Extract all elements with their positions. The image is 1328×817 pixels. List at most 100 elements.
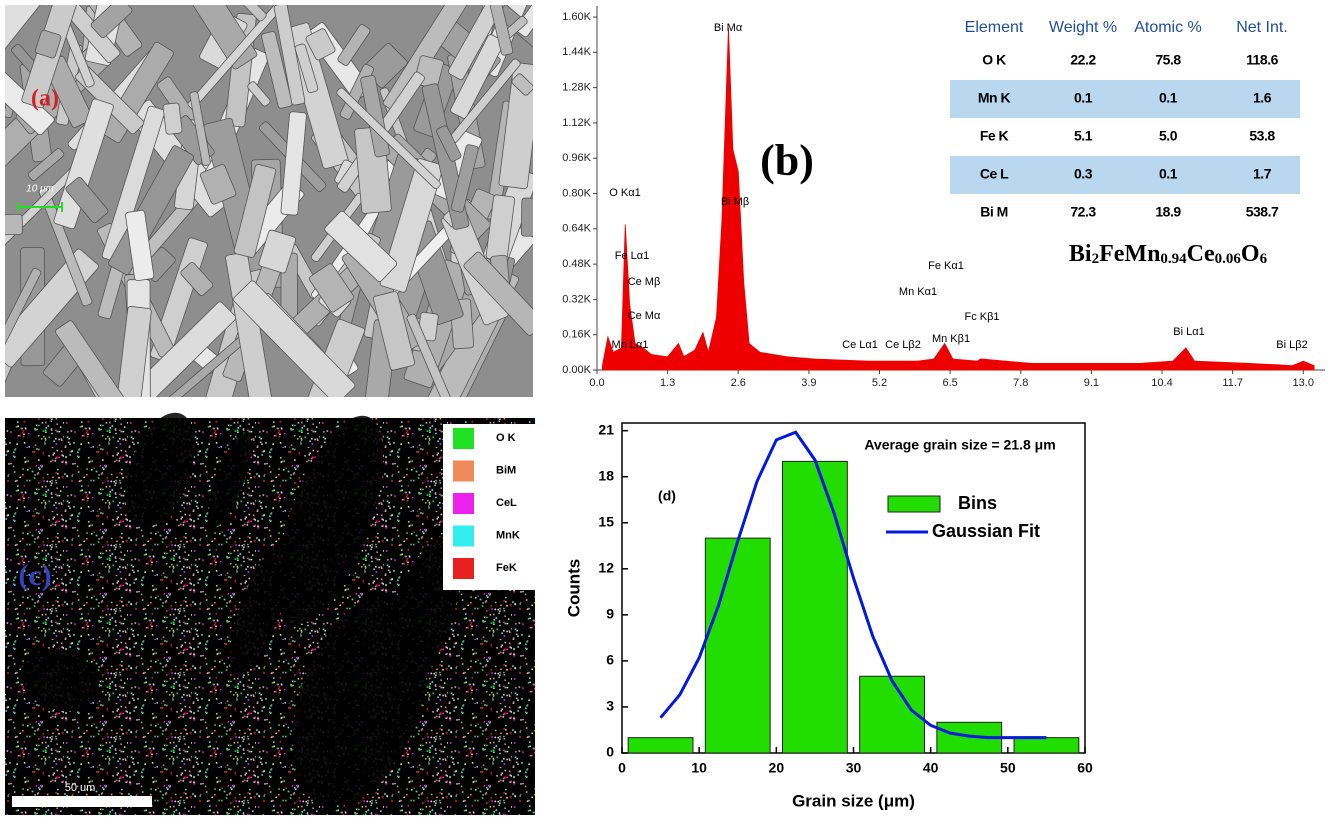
table-header: Atomic % bbox=[1134, 19, 1202, 36]
legend-label: O K bbox=[496, 432, 516, 444]
table-cell: 18.9 bbox=[1155, 204, 1181, 220]
peak-label: Mn Kβ1 bbox=[932, 333, 970, 345]
histogram-bar bbox=[705, 538, 770, 753]
formula-part: O bbox=[1241, 241, 1260, 267]
panel-label: (a) bbox=[31, 86, 59, 112]
table-cell: 118.6 bbox=[1246, 52, 1278, 68]
legend-label: CeL bbox=[496, 497, 517, 509]
sem-image bbox=[0, 0, 564, 460]
x-tick-label: 10 bbox=[691, 760, 707, 776]
panel-label: (b) bbox=[760, 136, 814, 185]
table-header: Weight % bbox=[1049, 19, 1117, 36]
x-tick-label: 40 bbox=[923, 760, 939, 776]
x-tick-label: 6.5 bbox=[942, 377, 957, 389]
peak-label: Fc Kβ1 bbox=[964, 311, 999, 323]
table-cell: Mn K bbox=[978, 90, 1011, 106]
plot-frame bbox=[622, 423, 1085, 753]
peak-label: Ce Lβ2 bbox=[885, 339, 921, 351]
y-tick-label: 9 bbox=[606, 606, 614, 622]
y-tick-label: 1.28K bbox=[562, 82, 591, 94]
x-tick-label: 9.1 bbox=[1084, 377, 1099, 389]
peak-label: Mn Kα1 bbox=[899, 286, 937, 298]
peak-label: Fe Lα1 bbox=[615, 250, 650, 262]
formula-part: Bi bbox=[1069, 241, 1092, 267]
legend-label: Gaussian Fit bbox=[932, 521, 1040, 541]
y-tick-label: 0.32K bbox=[562, 293, 591, 305]
x-tick-label: 20 bbox=[769, 760, 785, 776]
legend-swatch bbox=[453, 461, 474, 482]
figure: (a) 10 μm O KBiMCeLMnKFeK (c) 50 um 0.00… bbox=[0, 0, 1328, 817]
table-cell: 5.0 bbox=[1159, 128, 1178, 144]
x-tick-label: 1.3 bbox=[660, 377, 675, 389]
formula-part: 6 bbox=[1260, 251, 1268, 267]
peak-label: Ce Mα bbox=[628, 310, 661, 322]
y-tick-label: 1.60K bbox=[562, 11, 591, 23]
y-tick-label: 0.16K bbox=[562, 329, 591, 341]
table-cell: 75.8 bbox=[1155, 52, 1181, 68]
y-tick-label: 0.00K bbox=[562, 364, 591, 376]
x-tick-label: 60 bbox=[1077, 760, 1093, 776]
peak-label: Fe Kα1 bbox=[928, 260, 964, 272]
scale-bar-label: 10 μm bbox=[26, 184, 54, 195]
legend-swatch bbox=[453, 493, 474, 514]
peak-label: Bi Lβ2 bbox=[1276, 339, 1307, 351]
legend-swatch bbox=[453, 428, 474, 449]
y-tick-label: 21 bbox=[598, 421, 614, 437]
x-tick-label: 7.8 bbox=[1013, 377, 1028, 389]
peak-label: O Kα1 bbox=[609, 187, 640, 199]
y-tick-label: 1.44K bbox=[562, 46, 591, 58]
table-cell: 53.8 bbox=[1249, 128, 1275, 144]
legend-swatch bbox=[453, 558, 474, 579]
x-tick-label: 13.0 bbox=[1293, 377, 1314, 389]
legend-label: Bins bbox=[958, 493, 997, 513]
histogram-bar bbox=[1014, 738, 1079, 753]
x-tick-label: 0 bbox=[618, 760, 626, 776]
table-cell: 538.7 bbox=[1246, 204, 1279, 220]
y-tick-label: 3 bbox=[606, 698, 614, 714]
table-cell: 5.1 bbox=[1074, 128, 1093, 144]
x-axis-label: Grain size (μm) bbox=[792, 791, 915, 810]
y-tick-label: 15 bbox=[598, 513, 614, 529]
legend-swatch bbox=[453, 526, 474, 547]
table-cell: Bi M bbox=[980, 204, 1008, 220]
scale-bar bbox=[12, 796, 152, 807]
x-tick-label: 10.4 bbox=[1151, 377, 1172, 389]
table-cell: 72.3 bbox=[1070, 204, 1096, 220]
annotation: Average grain size = 21.8 μm bbox=[864, 437, 1055, 453]
y-tick-label: 0 bbox=[606, 744, 614, 760]
formula-part: 0.06 bbox=[1215, 251, 1242, 267]
panel-label: (c) bbox=[18, 559, 51, 592]
x-tick-label: 2.6 bbox=[731, 377, 746, 389]
x-tick-label: 50 bbox=[1000, 760, 1016, 776]
legend-label: MnK bbox=[496, 529, 520, 541]
legend-label: BiM bbox=[496, 464, 516, 476]
x-tick-label: 5.2 bbox=[872, 377, 887, 389]
y-tick-label: 0.96K bbox=[562, 152, 591, 164]
table-cell: Ce L bbox=[980, 166, 1009, 182]
y-tick-label: 18 bbox=[598, 467, 614, 483]
table-cell: 0.1 bbox=[1074, 90, 1093, 106]
table-cell: 22.2 bbox=[1070, 52, 1096, 68]
histogram-bar bbox=[783, 461, 848, 753]
table-cell: 1.7 bbox=[1253, 166, 1272, 182]
histogram-bar bbox=[628, 738, 693, 753]
y-tick-label: 0.48K bbox=[562, 258, 591, 270]
table-cell: 0.1 bbox=[1159, 90, 1178, 106]
table-cell: O K bbox=[982, 52, 1006, 68]
table-cell: 0.3 bbox=[1074, 166, 1093, 182]
peak-label: Bi Lα1 bbox=[1173, 326, 1204, 338]
table-cell: 1.6 bbox=[1253, 90, 1272, 106]
formula-part: 2 bbox=[1092, 251, 1100, 267]
y-tick-label: 0.80K bbox=[562, 187, 591, 199]
table-cell: Fe K bbox=[980, 128, 1009, 144]
table-header: Element bbox=[965, 19, 1024, 36]
table-cell: 0.1 bbox=[1159, 166, 1178, 182]
y-tick-label: 6 bbox=[606, 652, 614, 668]
y-tick-label: 12 bbox=[598, 560, 614, 576]
legend-swatch bbox=[888, 496, 940, 512]
peak-label: Bi Mβ bbox=[721, 196, 749, 208]
formula-part: 0.94 bbox=[1160, 251, 1187, 267]
y-tick-label: 0.64K bbox=[562, 223, 591, 235]
formula-part: Ce bbox=[1187, 241, 1215, 267]
peak-label: Ce Mβ bbox=[628, 276, 661, 288]
